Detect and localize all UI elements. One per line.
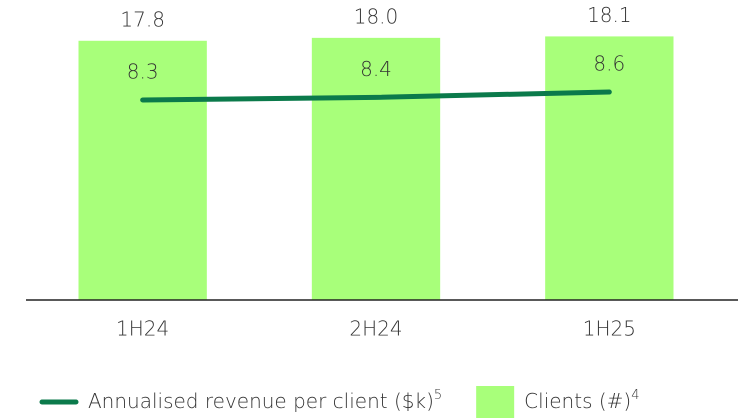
legend-label: Annualised revenue per client ($k)5 [88,388,442,413]
legend-note-ref: 4 [631,388,639,403]
legend-name: Annualised revenue per client ($k) [88,389,434,413]
line-value-label: 8.4 [360,57,392,81]
x-tick-label: 2H24 [349,317,402,341]
bar-value-label: 18.0 [354,4,399,28]
bar-value-label: 17.8 [120,7,165,31]
legend-name: Clients (#) [524,389,631,413]
line-value-label: 8.6 [593,52,625,76]
legend-note-ref: 5 [434,388,442,403]
x-tick-label: 1H25 [583,317,636,341]
line [140,89,612,103]
legend-swatch [476,386,515,418]
x-tick-label: 1H24 [116,317,169,341]
bar-value-label: 18.1 [587,3,632,27]
bar [311,37,441,301]
line-value-label: 8.3 [127,60,159,84]
bar [78,40,207,300]
legend-label: Clients (#)4 [524,388,639,413]
bar [545,36,674,300]
